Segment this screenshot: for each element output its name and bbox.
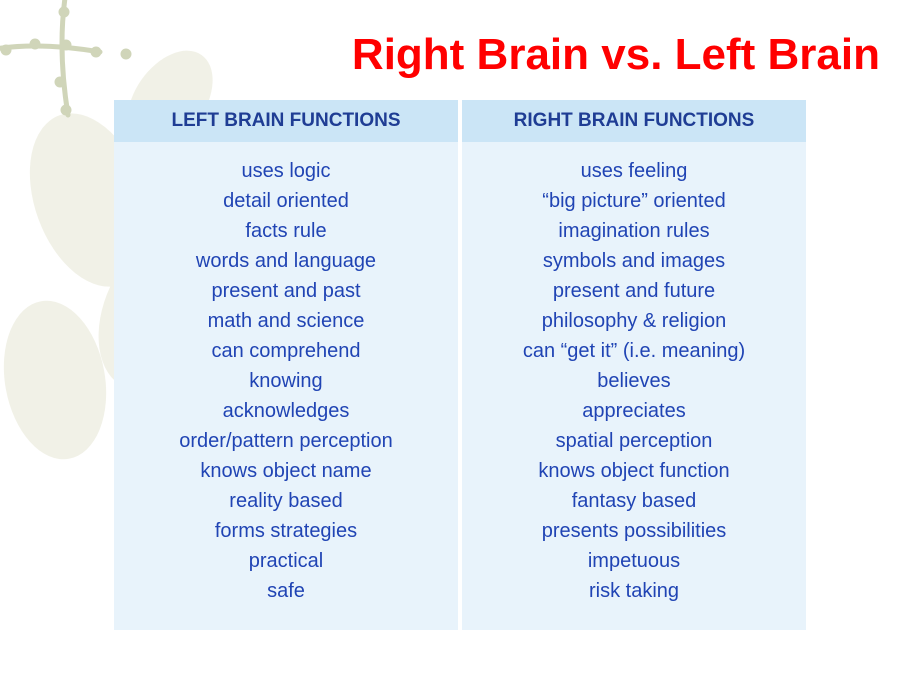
left-function-item: knows object name	[122, 456, 450, 486]
table-body-row: uses logicdetail orientedfacts rulewords…	[114, 142, 806, 630]
left-function-item: facts rule	[122, 216, 450, 246]
content-area: Right Brain vs. Left Brain LEFT BRAIN FU…	[0, 0, 920, 630]
slide-title: Right Brain vs. Left Brain	[30, 30, 890, 80]
left-function-item: acknowledges	[122, 396, 450, 426]
right-function-item: fantasy based	[470, 486, 798, 516]
left-column-header: LEFT BRAIN FUNCTIONS	[114, 100, 458, 142]
left-function-item: order/pattern perception	[122, 426, 450, 456]
right-function-item: present and future	[470, 276, 798, 306]
right-column-header: RIGHT BRAIN FUNCTIONS	[462, 100, 806, 142]
left-function-item: uses logic	[122, 156, 450, 186]
comparison-table-wrapper: LEFT BRAIN FUNCTIONS RIGHT BRAIN FUNCTIO…	[110, 100, 810, 630]
left-function-item: reality based	[122, 486, 450, 516]
left-function-item: math and science	[122, 306, 450, 336]
right-function-item: impetuous	[470, 546, 798, 576]
right-function-item: knows object function	[470, 456, 798, 486]
left-functions-cell: uses logicdetail orientedfacts rulewords…	[114, 142, 458, 630]
right-function-item: imagination rules	[470, 216, 798, 246]
left-function-item: present and past	[122, 276, 450, 306]
left-function-item: forms strategies	[122, 516, 450, 546]
right-function-item: presents possibilities	[470, 516, 798, 546]
right-function-item: risk taking	[470, 576, 798, 606]
left-function-item: can comprehend	[122, 336, 450, 366]
table-header-row: LEFT BRAIN FUNCTIONS RIGHT BRAIN FUNCTIO…	[114, 100, 806, 142]
right-function-item: believes	[470, 366, 798, 396]
left-function-item: practical	[122, 546, 450, 576]
slide-container: Right Brain vs. Left Brain LEFT BRAIN FU…	[0, 0, 920, 690]
right-functions-cell: uses feeling“big picture” orientedimagin…	[462, 142, 806, 630]
right-function-item: “big picture” oriented	[470, 186, 798, 216]
right-function-item: philosophy & religion	[470, 306, 798, 336]
left-function-item: words and language	[122, 246, 450, 276]
right-function-item: spatial perception	[470, 426, 798, 456]
right-function-item: appreciates	[470, 396, 798, 426]
left-function-item: safe	[122, 576, 450, 606]
left-function-item: detail oriented	[122, 186, 450, 216]
right-function-item: can “get it” (i.e. meaning)	[470, 336, 798, 366]
comparison-table: LEFT BRAIN FUNCTIONS RIGHT BRAIN FUNCTIO…	[110, 100, 810, 630]
left-function-item: knowing	[122, 366, 450, 396]
right-function-item: symbols and images	[470, 246, 798, 276]
right-function-item: uses feeling	[470, 156, 798, 186]
